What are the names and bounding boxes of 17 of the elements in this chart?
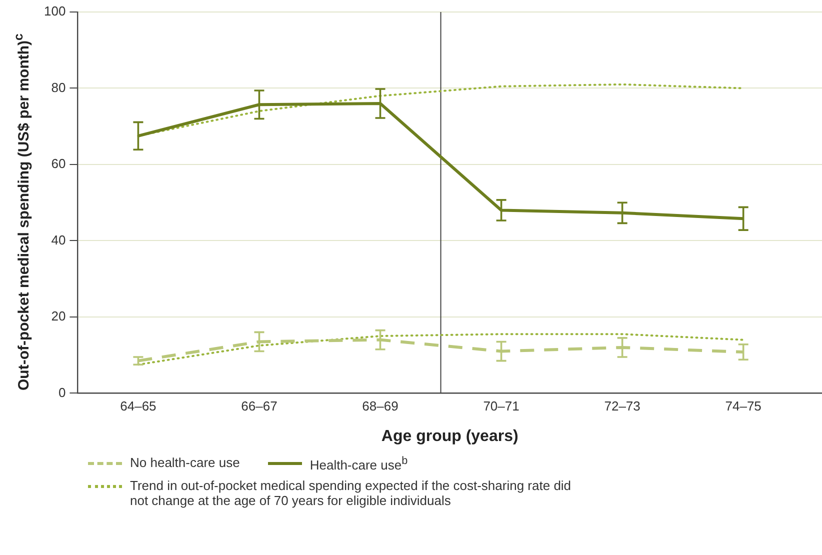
y-tick-label: 40 <box>51 232 66 248</box>
y-tick-label: 20 <box>51 308 66 324</box>
x-tick-label: 70–71 <box>483 398 520 414</box>
y-tick-label: 0 <box>58 384 66 400</box>
y-tick-label: 100 <box>44 4 66 19</box>
line-series <box>137 83 744 137</box>
y-tick-label: 80 <box>51 80 66 95</box>
x-tick-label: 74–75 <box>725 398 762 414</box>
x-tick-label: 66–67 <box>241 398 278 414</box>
legend-label: Health-care use$^{b}$ <box>310 455 408 472</box>
x-axis-title: Age group (years) <box>381 428 518 445</box>
legend-label: Trend in out-of-pocket medical spending expected if the cost-sharing rate did not change at the age of 70 years for eligible individuals <box>130 478 572 508</box>
legend-label: No health-care use <box>130 455 240 470</box>
x-tick-label: 68–69 <box>362 398 398 414</box>
x-tick-label: 64–65 <box>120 398 156 414</box>
x-tick-label: 72–73 <box>604 398 640 414</box>
y-tick-label: 60 <box>51 156 66 172</box>
